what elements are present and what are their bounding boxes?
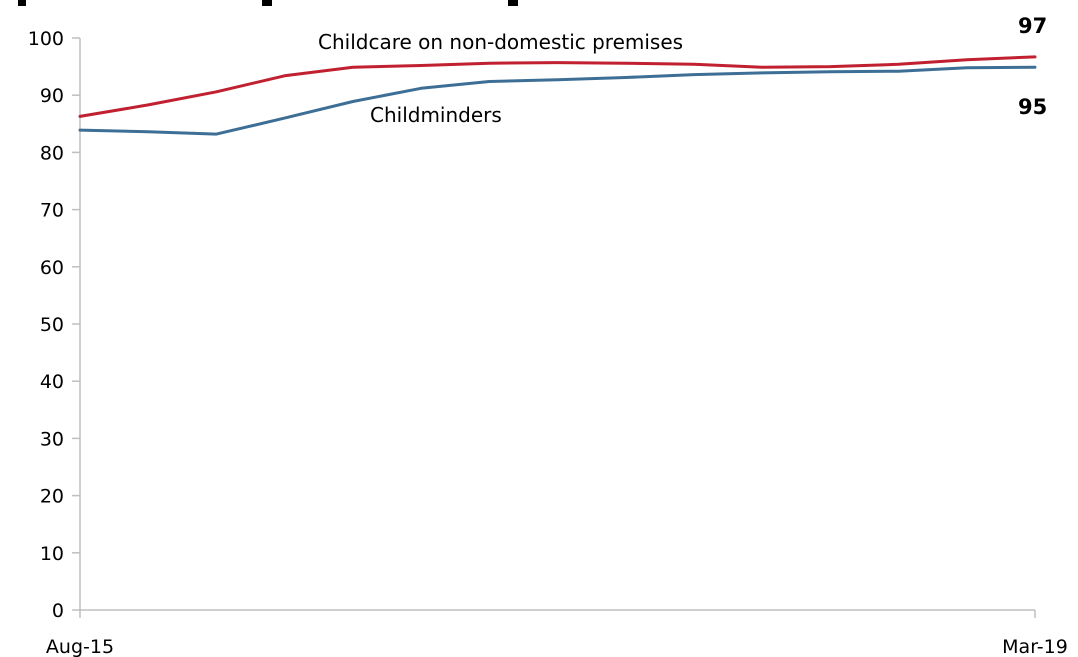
series-layer	[78, 55, 1037, 136]
y-tick-label: 10	[40, 543, 64, 565]
y-tick-label: 0	[52, 600, 64, 622]
x-tick-label-start: Aug-15	[46, 636, 114, 657]
series-line-childminders	[78, 65, 1037, 136]
y-tick-label: 30	[40, 428, 64, 450]
y-axis: 0 10 20 30 40 50 60 70 80 90 100	[28, 28, 81, 622]
x-axis: Aug-15 Mar-19	[46, 609, 1068, 657]
series-label-childminders: Childminders	[370, 103, 502, 127]
series-line-childcare	[78, 55, 1037, 118]
y-tick-label: 80	[40, 142, 64, 164]
end-label-childcare: 97	[1018, 14, 1047, 38]
x-tick-label-end: Mar-19	[1002, 636, 1068, 657]
series-label-childcare: Childcare on non-domestic premises	[318, 30, 683, 54]
y-tick-label: 90	[40, 85, 64, 107]
y-tick-label: 40	[40, 371, 64, 393]
y-tick-label: 100	[28, 28, 64, 50]
chart-title-fragment	[18, 0, 518, 6]
end-label-childminders: 95	[1018, 95, 1047, 119]
y-tick-label: 60	[40, 257, 64, 279]
y-tick-label: 20	[40, 486, 64, 508]
y-tick-label: 50	[40, 314, 64, 336]
y-tick-label: 70	[40, 200, 64, 222]
